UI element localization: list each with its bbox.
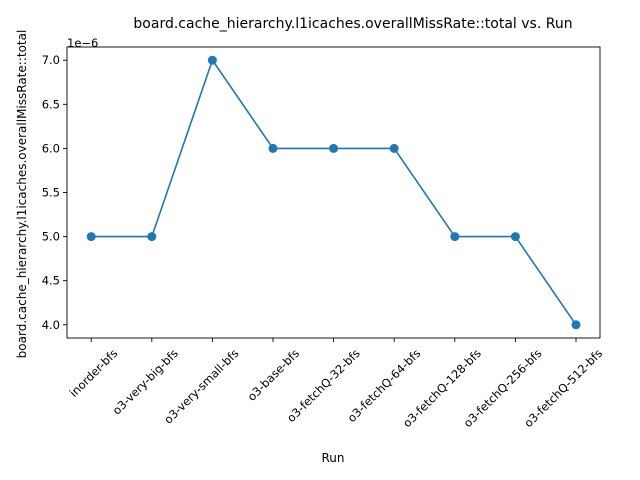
y-tick-label: 4.5 [42,274,60,288]
x-tick-label: o3-base-bfs [245,346,303,404]
y-tick-label: 7.0 [42,53,60,67]
data-point [510,232,520,242]
data-point [86,232,96,242]
series-group [86,55,581,330]
data-point [207,55,217,65]
y-tick-label: 6.0 [42,141,60,155]
data-point [389,143,399,153]
y-offset-label: 1e−6 [67,36,98,50]
data-point [571,320,581,330]
series-line [91,58,577,326]
data-point [329,143,339,153]
plot-frame [66,46,601,339]
y-tick-label: 5.5 [42,186,60,200]
data-point [147,232,157,242]
x-tick-label: inorder-bfs [67,346,121,400]
y-tick-label: 5.0 [42,230,60,244]
data-point [268,143,278,153]
chart-title: board.cache_hierarchy.l1icaches.overallM… [133,16,572,32]
y-tick-label: 6.5 [42,97,60,111]
y-tick-label: 4.0 [42,318,60,332]
data-point [450,232,460,242]
y-axis-ticks: 4.0 4.5 5.0 5.5 6.0 6.5 7.0 [42,53,67,332]
y-axis-label: board.cache_hierarchy.l1icaches.overallM… [15,30,29,359]
x-axis-label: Run [321,451,344,465]
x-axis-ticks: inorder-bfso3-very-big-bfso3-very-small-… [67,338,605,430]
